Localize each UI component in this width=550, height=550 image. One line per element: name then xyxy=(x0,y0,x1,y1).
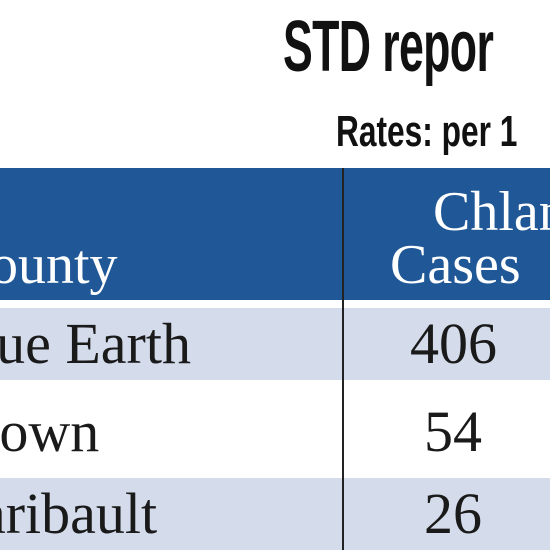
column-header-cases: Cases xyxy=(390,234,521,296)
column-group-chlamydia: Chlan xyxy=(433,181,550,243)
table-row: lue Earth 406 xyxy=(0,308,550,380)
table-header xyxy=(0,168,550,300)
county-cell: aribault xyxy=(0,481,158,546)
table-row: rown 54 xyxy=(0,396,550,468)
county-cell: lue Earth xyxy=(0,311,191,376)
page-subtitle: Rates: per 1 xyxy=(336,107,518,156)
cases-cell: 54 xyxy=(424,399,482,464)
column-divider xyxy=(342,168,344,550)
table-row: aribault 26 xyxy=(0,478,550,550)
cases-cell: 26 xyxy=(424,481,482,546)
page-title: STD repor xyxy=(283,7,494,87)
cases-cell: 406 xyxy=(410,311,497,376)
column-header-county: ounty xyxy=(0,234,118,296)
county-cell: rown xyxy=(0,399,100,464)
